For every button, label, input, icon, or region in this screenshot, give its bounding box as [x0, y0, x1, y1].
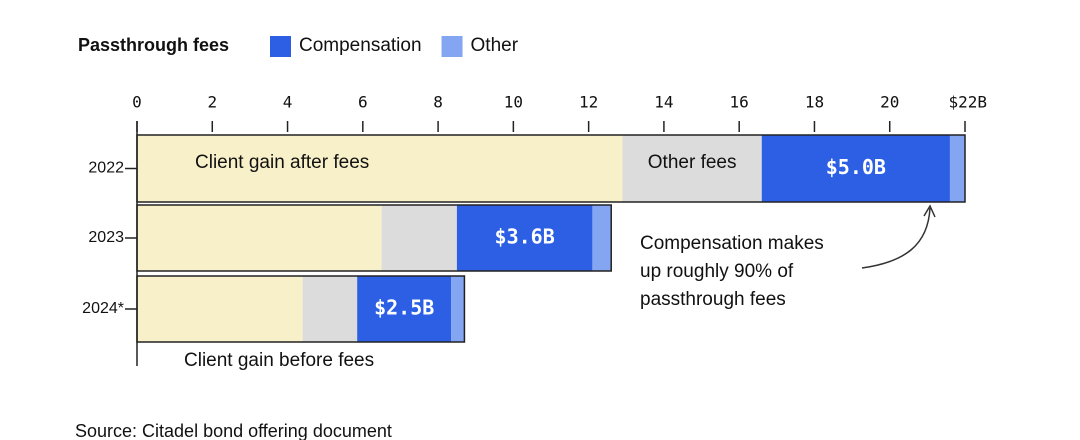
bar-segment: [357, 276, 452, 342]
bar-segment: [592, 205, 612, 271]
value-label: $5.0B: [826, 155, 886, 179]
x-tick-label: 20: [880, 93, 899, 112]
x-tick-label: 0: [132, 93, 142, 112]
bar-segment: [137, 205, 382, 271]
bracket-label: Client gain before fees: [184, 350, 374, 371]
x-tick-label: 16: [730, 93, 749, 112]
value-label: $2.5B: [374, 296, 434, 320]
x-tick-label: 4: [283, 93, 293, 112]
bar-segment: [949, 135, 965, 202]
segment-label: Other fees: [648, 152, 737, 173]
legend-title: Passthrough fees: [78, 35, 229, 55]
x-tick-label: 14: [654, 93, 673, 112]
annotation: passthrough fees: [640, 289, 786, 310]
source: Source: Citadel bond offering document: [75, 421, 392, 440]
bar-segment: [137, 135, 623, 202]
x-tick-label: $22B: [948, 93, 987, 112]
x-tick-label: 18: [805, 93, 824, 112]
bar-segment: [761, 135, 950, 202]
x-tick-label: 10: [504, 93, 523, 112]
x-tick-label: 8: [433, 93, 443, 112]
annotation: up roughly 90% of: [640, 261, 794, 282]
y-tick-label: 2024*: [82, 300, 124, 317]
arrow-head: [923, 204, 936, 218]
bar-segment: [381, 205, 457, 271]
bar-segment: [451, 276, 465, 342]
annotation: Compensation makes: [640, 233, 824, 254]
x-tick-label: 6: [358, 93, 368, 112]
bar-segment: [456, 205, 593, 271]
y-tick-label: 2023: [88, 229, 124, 246]
legend-swatch: [270, 36, 291, 57]
x-tick-label: 2: [207, 93, 217, 112]
legend-swatch: [441, 36, 463, 57]
x-tick-label: 12: [579, 93, 598, 112]
annotation-arrow: [861, 207, 931, 269]
bar-segment: [302, 276, 358, 342]
y-tick-label: 2022: [88, 160, 124, 177]
bar-segment: [622, 135, 762, 202]
segment-label: Client gain after fees: [195, 152, 369, 173]
bar-segment: [137, 276, 303, 342]
legend-label: Other: [471, 35, 519, 56]
legend-label: Compensation: [299, 35, 422, 56]
value-label: $3.6B: [495, 225, 555, 249]
